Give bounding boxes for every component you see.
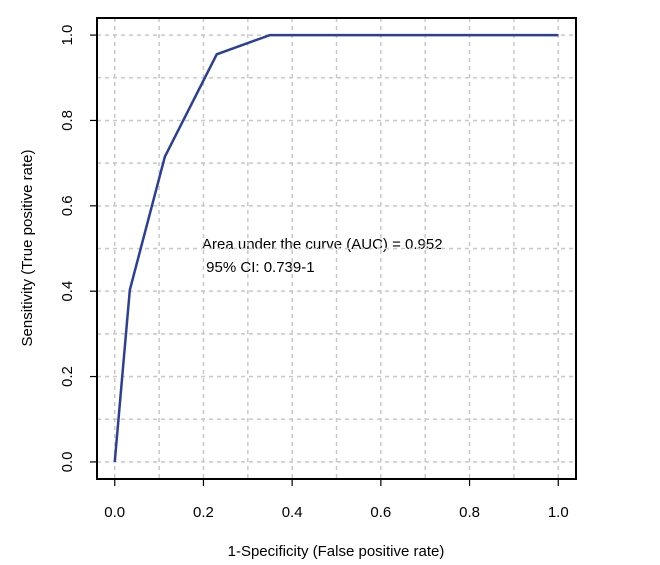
y-tick-label: 0.6 bbox=[59, 195, 76, 216]
y-tick-label: 0.8 bbox=[59, 110, 76, 131]
annotation: 95% CI: 0.739-1 bbox=[202, 259, 315, 276]
y-tick-label: 0.2 bbox=[59, 366, 76, 387]
x-axis-label: 1-Specificity (False positive rate) bbox=[228, 543, 445, 560]
roc-curve bbox=[113, 33, 559, 463]
x-tick-label: 0.6 bbox=[370, 504, 391, 521]
y-tick-label: 1.0 bbox=[59, 25, 76, 46]
plot-frame bbox=[96, 17, 577, 480]
x-tick-label: 0.2 bbox=[193, 504, 214, 521]
y-axis-label: Sensitivity (True positive rate) bbox=[19, 149, 36, 346]
annotation: Area under the curve (AUC) = 0.952 bbox=[202, 236, 443, 253]
y-tick-label: 0.4 bbox=[59, 281, 76, 302]
x-tick-label: 0.8 bbox=[459, 504, 480, 521]
y-tick-label: 0.0 bbox=[59, 451, 76, 472]
x-tick-label: 1.0 bbox=[548, 504, 569, 521]
x-tick-label: 0.0 bbox=[104, 504, 125, 521]
x-tick-label: 0.4 bbox=[282, 504, 303, 521]
